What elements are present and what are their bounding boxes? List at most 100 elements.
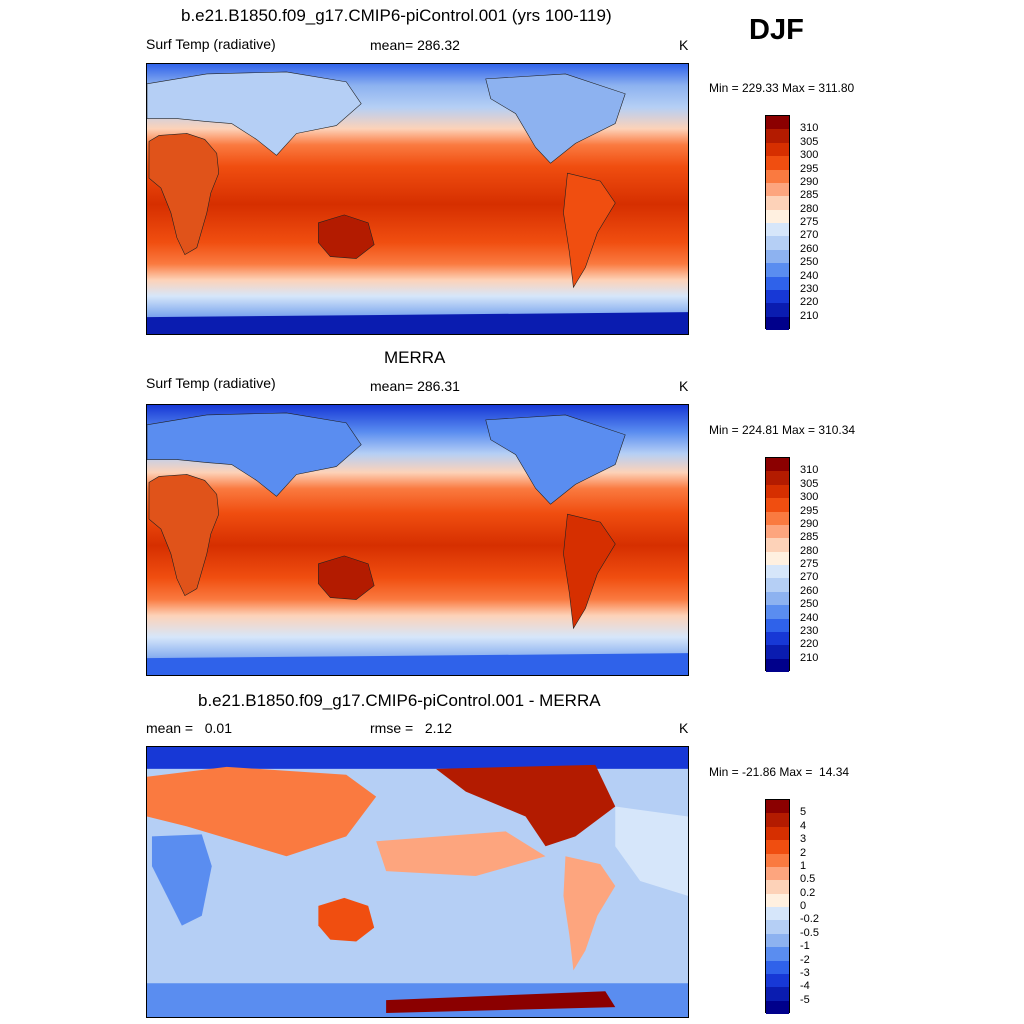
panel3-colorbar-swatch	[766, 800, 789, 814]
south-america-shape	[563, 513, 616, 630]
panel3-colorbar-tick-label: -5	[800, 993, 810, 1006]
panel3-colorbar-tick-label: -0.5	[800, 926, 819, 939]
panel2-colorbar-swatch	[766, 551, 789, 565]
eurasia-warm-patch	[147, 766, 377, 857]
panel1-colorbar-swatch	[766, 129, 789, 143]
pacific-warm-band	[376, 831, 546, 877]
panel2-colorbar-tick-label: 210	[800, 651, 819, 664]
panel3-colorbar-tick-label: -3	[800, 966, 810, 979]
panel2-colorbar-swatch	[766, 578, 789, 592]
panel3-colorbar-swatch	[766, 960, 789, 974]
panel2-continents	[147, 412, 688, 675]
north-america-shape	[485, 73, 626, 164]
antarctica-shape	[147, 312, 688, 334]
panel1-colorbar-swatch	[766, 276, 789, 290]
panel1-colorbar-swatch	[766, 209, 789, 223]
panel1-variable-label: Surf Temp (radiative)	[146, 36, 276, 52]
panel1-colorbar-swatch	[766, 249, 789, 264]
panel3-colorbar-swatch	[766, 853, 789, 867]
africa-cold-patch	[151, 834, 212, 926]
australia-warm-patch	[318, 897, 375, 942]
panel3-colorbar-tick-label: 5	[800, 806, 807, 819]
panel2-colorbar-swatch	[766, 645, 789, 659]
panel2-colorbar	[765, 457, 790, 672]
eurasia-shape	[147, 71, 362, 156]
panel2-colorbar-tick-label: 300	[800, 491, 819, 504]
panel2-mean-label: mean= 286.31	[370, 378, 460, 394]
panel3-minmax: Min = -21.86 Max = 14.34	[709, 765, 850, 779]
panel2-colorbar-swatch	[766, 484, 789, 499]
panel3-mean-label: mean = 0.01	[146, 720, 233, 736]
panel1-colorbar	[765, 115, 790, 330]
panel3-colorbar-swatch	[766, 893, 789, 907]
panel3-colorbar-swatch	[766, 813, 789, 827]
panel1-colorbar-swatch	[766, 116, 789, 130]
atlantic-cold-patch	[615, 806, 688, 896]
panel2-title: MERRA	[384, 348, 446, 367]
panel2-colorbar-swatch	[766, 511, 789, 525]
north-america-shape	[485, 414, 626, 505]
panel2-colorbar-tick-label: 280	[800, 544, 819, 557]
panel3-colorbar-swatch	[766, 840, 789, 854]
panel1-colorbar-tick-label: 220	[800, 296, 819, 309]
panel2-variable-label: Surf Temp (radiative)	[146, 375, 276, 391]
panel1-colorbar-swatch	[766, 156, 789, 170]
panel1-mean-label: mean= 286.32	[370, 37, 460, 53]
panel1-colorbar-tick-label: 305	[800, 135, 819, 148]
panel3-colorbar-swatch	[766, 920, 789, 934]
panel1-colorbar-swatch	[766, 289, 789, 304]
australia-shape	[318, 555, 375, 600]
panel2-colorbar-tick-label: 240	[800, 611, 819, 624]
south-america-mixed-patch	[563, 856, 616, 971]
panel3-colorbar-tick-label: 3	[800, 833, 807, 846]
panel1-colorbar-swatch	[766, 169, 789, 183]
panel2-colorbar-swatch	[766, 658, 789, 672]
panel3-colorbar-swatch	[766, 907, 789, 921]
panel3-colorbar-tick-label: 0.5	[800, 873, 816, 886]
panel2-map	[146, 404, 689, 676]
panel3-colorbar-tick-label: 0	[800, 900, 807, 912]
panel2-colorbar-swatch	[766, 605, 789, 619]
panel3-colorbar-tick-label: 1	[800, 859, 807, 872]
antarctica-shape	[147, 653, 688, 675]
panel3-colorbar-tick-label: 2	[800, 846, 807, 859]
panel2-colorbar-swatch	[766, 618, 789, 632]
season-label: DJF	[749, 14, 804, 46]
australia-shape	[318, 214, 375, 259]
panel3-title: b.e21.B1850.f09_g17.CMIP6-piControl.001 …	[198, 691, 601, 710]
panel2-minmax: Min = 224.81 Max = 310.34	[709, 423, 856, 437]
panel1-minmax: Min = 229.33 Max = 311.80	[709, 81, 855, 95]
panel1-colorbar-swatch	[766, 316, 789, 330]
panel3-colorbar-swatch	[766, 973, 789, 988]
africa-shape	[148, 133, 220, 256]
panel1-units: K	[679, 37, 689, 53]
antarctica-warm-band	[386, 991, 616, 1014]
panel1-colorbar-swatch	[766, 223, 789, 237]
panel1-colorbar-swatch	[766, 303, 789, 317]
panel2-colorbar-tick-label: 270	[800, 571, 819, 584]
north-america-warm-patch	[435, 764, 616, 847]
panel3-map	[146, 746, 689, 1018]
panel2-colorbar-tick-label: 220	[800, 638, 819, 651]
panel2-colorbar-tick-label: 275	[800, 558, 819, 570]
panel2-colorbar-tick-label: 230	[800, 624, 819, 637]
panel2-colorbar-tick-label: 305	[800, 477, 819, 490]
panel3-anomaly-patches	[147, 747, 688, 1017]
panel2-colorbar-tick-label: 285	[800, 531, 819, 544]
panel2-colorbar-tick-label: 295	[800, 504, 819, 517]
panel1-colorbar-tick-label: 300	[800, 149, 819, 162]
panel1-colorbar-tick-label: 285	[800, 189, 819, 202]
panel3-colorbar-tick-label: 0.2	[800, 886, 816, 899]
panel2-colorbar-swatch	[766, 498, 789, 512]
panel1-colorbar-tick-label: 290	[800, 175, 819, 188]
panel1-colorbar-swatch	[766, 263, 789, 277]
panel3-colorbar-swatch	[766, 947, 789, 961]
panel1-colorbar-tick-label: 310	[800, 122, 819, 135]
panel3-rmse-label: rmse = 2.12	[370, 720, 453, 736]
panel1-title: b.e21.B1850.f09_g17.CMIP6-piControl.001 …	[181, 6, 612, 25]
panel3-colorbar-swatch	[766, 933, 789, 948]
arctic-cold-band	[147, 747, 688, 769]
panel2-colorbar-swatch	[766, 565, 789, 579]
panel1-colorbar-swatch	[766, 236, 789, 250]
panel1-colorbar-tick-label: 230	[800, 282, 819, 295]
